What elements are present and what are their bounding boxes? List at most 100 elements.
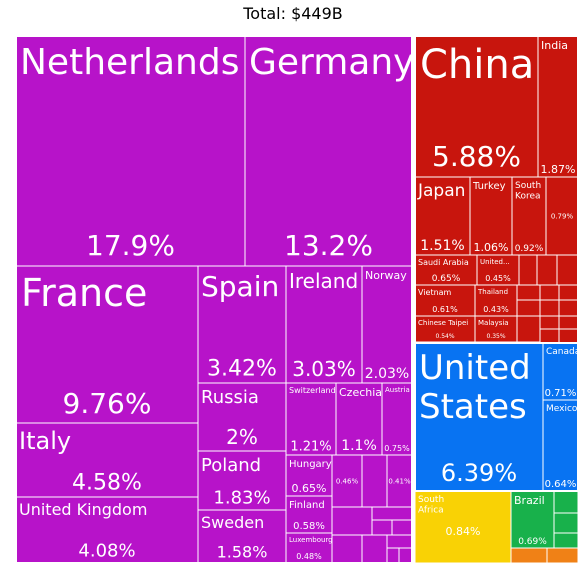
tile-united-states — [414, 342, 544, 492]
tile-finland — [285, 495, 333, 534]
small-tile — [558, 284, 579, 301]
small-tile — [539, 315, 560, 330]
chart-title: Total: $449B — [243, 4, 343, 23]
tile-value-chinese-taipei: 0.54% — [435, 333, 454, 340]
tile-luxembourg — [285, 532, 333, 564]
small-tile — [556, 254, 579, 286]
tile-india — [537, 35, 579, 178]
tile-label-italy: Italy — [19, 427, 71, 455]
tile-label-hungary: Hungary — [289, 459, 332, 470]
tile-label-switzerland: Switzerland — [289, 386, 336, 395]
small-tile — [516, 284, 541, 301]
tile-value-austria: 0.75% — [384, 444, 410, 453]
tile-value-luxembourg: 0.48% — [296, 552, 322, 561]
tile-label-turkey: Turkey — [472, 181, 506, 192]
tile-value-finland: 0.58% — [293, 521, 325, 532]
tile-label-malaysia: Malaysia — [478, 319, 509, 327]
tile-value-norway: 2.03% — [365, 366, 409, 382]
tile-czechia — [335, 382, 383, 456]
tile-value-united: 0.45% — [485, 274, 511, 283]
tile-france — [15, 265, 199, 424]
small-tile — [371, 519, 393, 536]
small-tile — [398, 547, 413, 564]
small-tile — [539, 299, 560, 317]
tile-label-norway: Norway — [365, 269, 407, 282]
tile-value-italy: 4.58% — [72, 470, 142, 495]
tile-value-russia: 2% — [226, 425, 258, 449]
tile-value-germany: 13.2% — [284, 229, 373, 262]
tile-value-netherlands: 17.9% — [86, 229, 175, 262]
small-tile — [536, 254, 558, 286]
tile-label-thailand: Thailand — [477, 288, 508, 296]
tile-label-india: India — [541, 39, 568, 52]
tile-value-united-states: 6.39% — [441, 459, 517, 487]
tile-label-united-states: United — [419, 348, 531, 388]
small-tile — [361, 454, 388, 508]
tile-thailand — [474, 284, 518, 317]
tile-value-saudi-arabia: 0.65% — [432, 274, 461, 284]
tile-label-poland: Poland — [201, 455, 261, 476]
tile-germany — [244, 35, 413, 267]
tile-value-japan: 1.51% — [420, 238, 464, 254]
tile-united — [476, 254, 520, 286]
small-tile — [516, 299, 541, 317]
tile-label-china: China — [420, 42, 534, 88]
small-tile — [331, 506, 373, 536]
tile-poland — [197, 450, 287, 511]
small-tile — [391, 519, 413, 536]
tile-label-saudi-arabia: Saudi Arabia — [418, 258, 469, 267]
tile-brazil — [510, 490, 555, 549]
tile-label-russia: Russia — [201, 387, 259, 408]
tile-south-korea — [511, 176, 547, 256]
tile-saudi-arabia — [414, 254, 478, 286]
tile-label-mexico: Mexico — [546, 404, 578, 414]
tile-unlabelled-1 — [386, 454, 413, 508]
small-tile — [553, 490, 579, 514]
tile-label-finland: Finland — [289, 500, 325, 511]
tile-value-spain: 3.42% — [207, 356, 277, 381]
tile-label-chinese-taipei: Chinese Taipei — [418, 319, 468, 327]
tile-label-luxembourg: Luxembourg — [289, 536, 333, 544]
tile-turkey — [469, 176, 513, 256]
tile-ireland — [285, 265, 363, 384]
small-tile — [510, 547, 548, 564]
tile-label-united: United... — [480, 258, 510, 266]
tile-canada — [542, 342, 579, 401]
small-tile — [386, 547, 400, 564]
small-tile — [539, 328, 560, 344]
small-tile — [553, 512, 579, 534]
tile-value-united-kingdom: 4.08% — [78, 541, 135, 562]
small-tile — [361, 534, 388, 564]
tile-value-mexico: 0.64% — [545, 479, 577, 490]
tile-value-south-africa: 0.84% — [446, 525, 481, 538]
tile-value-unlabelled-2: 0.79% — [551, 212, 574, 220]
tile-value-france: 9.76% — [63, 387, 152, 420]
tile-label-canada: Canada — [546, 347, 580, 357]
tile-label-ireland: Ireland — [289, 269, 358, 293]
small-tile — [553, 532, 579, 549]
tile-value-vietnam: 0.61% — [432, 305, 458, 314]
tile-sweden — [197, 509, 287, 564]
tile-value-unlabelled-0: 0.46% — [336, 477, 359, 485]
tile-label-spain: Spain — [201, 270, 279, 303]
tile-label-south-africa: South — [418, 495, 444, 505]
tile-label-south-korea: Korea — [515, 191, 541, 201]
tile-label-austria: Austria — [385, 386, 410, 394]
region-border — [414, 342, 579, 492]
tile-label-brazil: Brazil — [514, 494, 545, 507]
tile-value-south-korea: 0.92% — [515, 244, 544, 254]
tile-label-vietnam: Vietnam — [418, 288, 452, 297]
tile-label-germany: Germany — [249, 42, 414, 83]
tile-label-czechia: Czechia — [339, 386, 382, 399]
tile-value-switzerland: 1.21% — [290, 439, 331, 454]
tile-value-canada: 0.71% — [545, 388, 577, 399]
tile-value-poland: 1.83% — [213, 488, 270, 509]
tile-label-united-states: States — [419, 387, 527, 427]
tile-value-brazil: 0.69% — [518, 537, 547, 547]
tile-value-czechia: 1.1% — [341, 438, 377, 454]
tile-value-thailand: 0.43% — [483, 305, 509, 314]
small-tile — [518, 254, 538, 286]
tile-label-sweden: Sweden — [201, 513, 264, 532]
